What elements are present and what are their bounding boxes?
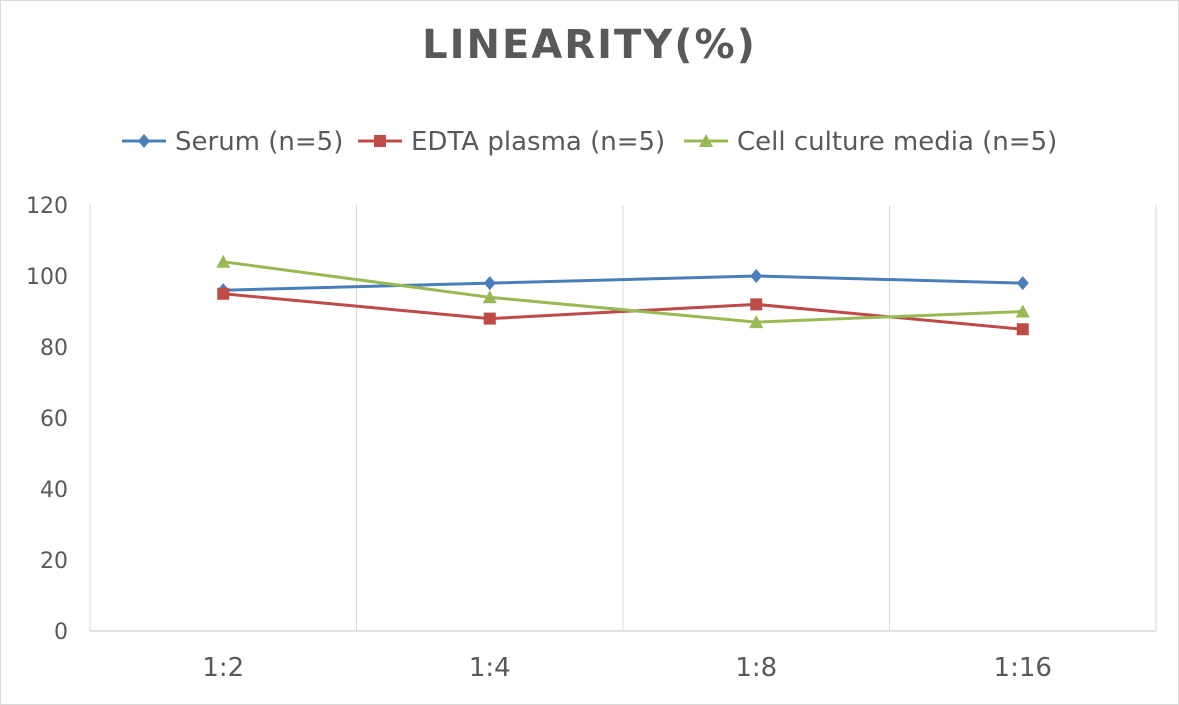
x-tick-label: 1:2 xyxy=(202,653,244,683)
data-point xyxy=(483,276,496,291)
chart-title: LINEARITY(%) xyxy=(422,22,757,68)
data-point xyxy=(749,315,764,329)
x-tick-label: 1:4 xyxy=(469,653,511,683)
y-tick-label: 0 xyxy=(54,620,68,645)
y-tick-label: 100 xyxy=(26,265,68,290)
data-point xyxy=(1016,323,1029,336)
series-line-0 xyxy=(223,274,1023,292)
data-point xyxy=(750,298,763,311)
x-tick-label: 1:8 xyxy=(735,653,777,683)
y-tick-label: 80 xyxy=(40,336,68,361)
y-tick-label: 40 xyxy=(40,478,68,503)
data-point xyxy=(482,290,497,304)
legend-marker xyxy=(374,135,386,147)
legend-label: EDTA plasma (n=5) xyxy=(411,127,665,157)
data-point xyxy=(1016,276,1029,291)
y-tick-label: 60 xyxy=(40,407,68,432)
y-tick-label: 120 xyxy=(26,194,68,219)
legend-label: Cell culture media (n=5) xyxy=(737,127,1057,157)
y-tick-label: 20 xyxy=(40,549,68,574)
legend-label: Serum (n=5) xyxy=(175,127,343,157)
data-point xyxy=(1015,304,1030,318)
series-line-2 xyxy=(223,260,1023,324)
data-point xyxy=(217,287,230,300)
data-point xyxy=(483,312,496,325)
x-tick-label: 1:16 xyxy=(994,653,1052,683)
legend-marker xyxy=(138,134,150,148)
data-point xyxy=(750,269,763,283)
data-point xyxy=(216,254,231,268)
legend-marker xyxy=(699,134,713,147)
